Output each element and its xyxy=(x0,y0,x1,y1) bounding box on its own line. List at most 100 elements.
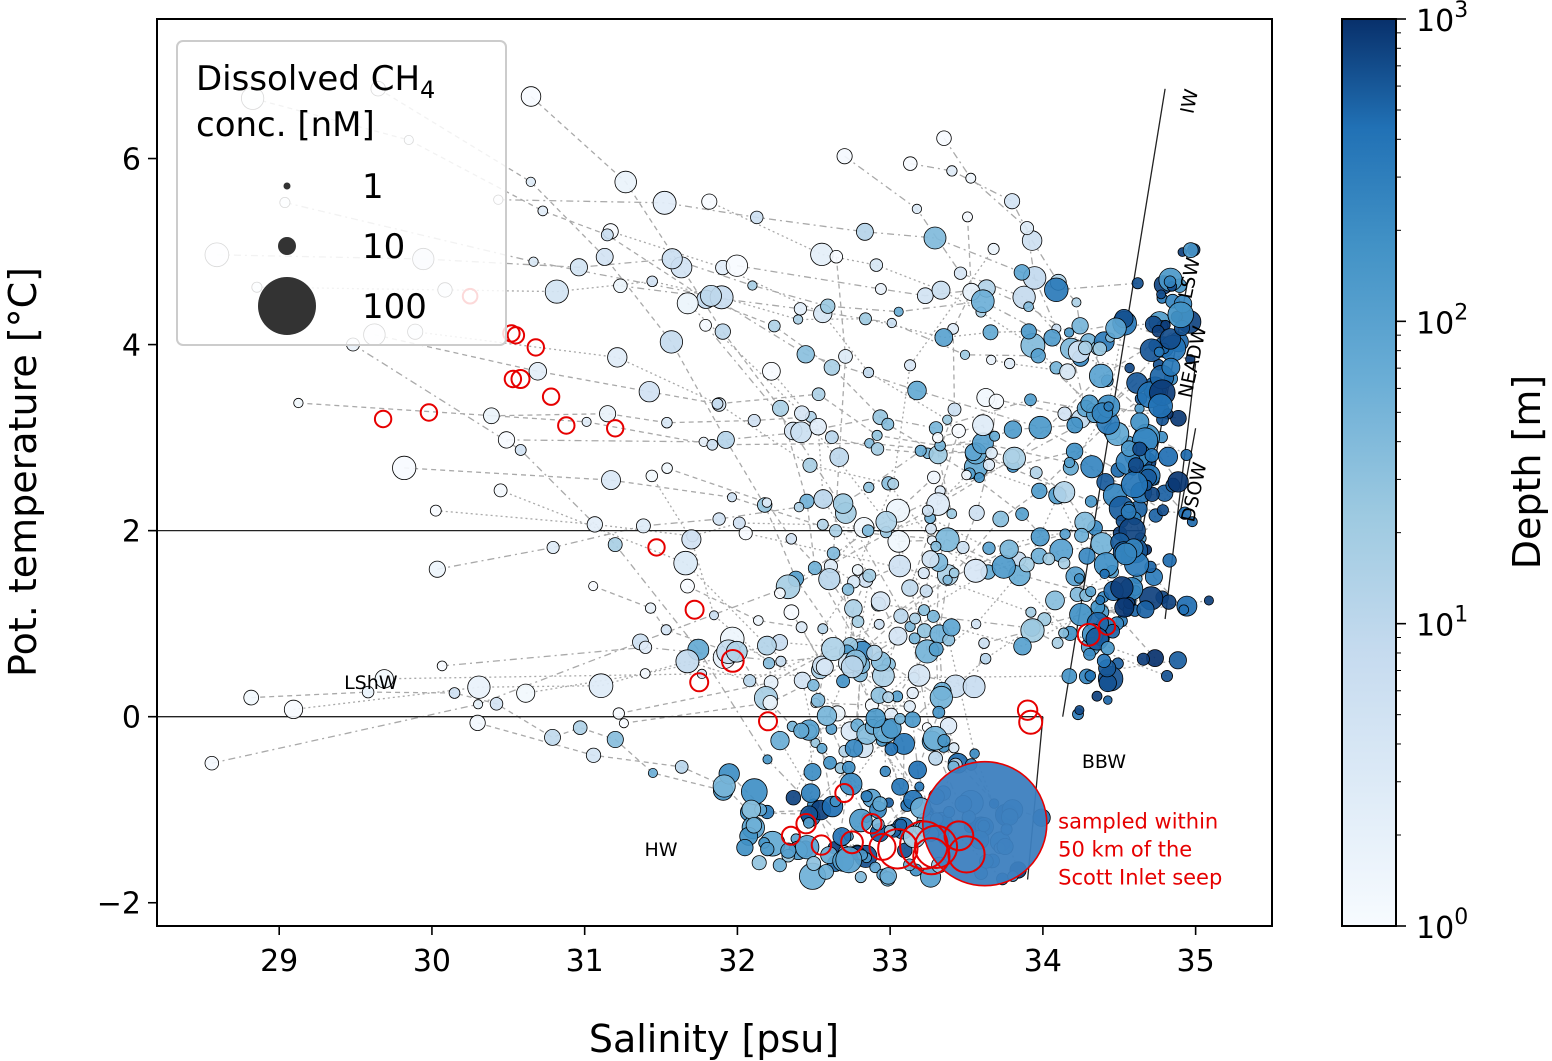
sample-point xyxy=(661,248,683,270)
sample-point xyxy=(1057,556,1071,570)
sample-point xyxy=(1084,670,1097,682)
seep-sample-point xyxy=(795,813,817,835)
sample-point xyxy=(1064,327,1075,338)
sample-point xyxy=(1168,651,1187,670)
sample-point xyxy=(588,581,599,592)
sample-point xyxy=(1020,221,1035,236)
x-axis-label: Salinity [psu] xyxy=(589,1017,839,1061)
sample-point xyxy=(823,359,841,376)
sample-point xyxy=(886,317,897,329)
sample-point xyxy=(1136,652,1150,666)
annotation-line: 50 km of the xyxy=(1058,837,1192,861)
sample-point xyxy=(1091,690,1103,702)
sample-point xyxy=(1128,457,1144,474)
sample-point xyxy=(796,345,815,364)
sample-point xyxy=(1030,348,1046,364)
sample-point xyxy=(1085,586,1097,598)
sample-point xyxy=(467,675,491,699)
sample-point xyxy=(904,359,917,372)
sample-point xyxy=(838,349,853,364)
sample-point xyxy=(738,526,753,541)
sample-point xyxy=(811,387,826,402)
sample-point xyxy=(1030,527,1050,547)
station-profile-line xyxy=(893,401,998,831)
water-mass-boundary-line xyxy=(1179,428,1197,513)
sample-point xyxy=(586,516,603,533)
sample-point xyxy=(842,760,856,775)
sample-point xyxy=(925,522,937,535)
sample-point xyxy=(932,432,944,444)
sample-point xyxy=(929,685,953,710)
sample-point xyxy=(1083,647,1096,661)
sample-point xyxy=(794,405,810,422)
sample-point xyxy=(1015,507,1029,521)
sample-point xyxy=(706,438,719,451)
sample-point xyxy=(745,817,763,834)
sample-point xyxy=(1013,264,1031,281)
sample-point xyxy=(942,618,961,637)
sample-point xyxy=(1161,594,1177,610)
sample-point xyxy=(1028,415,1052,440)
sample-point xyxy=(875,510,898,533)
sample-point xyxy=(436,660,448,672)
sample-point xyxy=(674,760,689,774)
seep-sample-point xyxy=(758,711,778,732)
sample-point xyxy=(428,560,446,578)
sample-point xyxy=(792,314,804,325)
sample-point xyxy=(879,867,897,885)
sample-point xyxy=(956,541,970,555)
sample-point xyxy=(972,414,994,437)
station-profile-line xyxy=(477,722,810,816)
sample-point xyxy=(712,512,726,526)
ch4-size-legend: Dissolved CH4 conc. [nM] 1 10 100 xyxy=(176,40,507,346)
sample-point xyxy=(908,632,921,645)
sample-point xyxy=(872,796,888,812)
sample-point xyxy=(537,205,549,217)
sample-point xyxy=(770,730,790,751)
sample-point xyxy=(614,170,637,194)
sample-point xyxy=(1148,393,1173,419)
seep-sample-point xyxy=(419,403,439,422)
sample-point xyxy=(931,280,951,300)
sample-point xyxy=(909,612,921,625)
sample-point xyxy=(999,539,1019,559)
seep-sample-point xyxy=(1097,617,1117,636)
sample-point xyxy=(884,742,899,756)
sample-point xyxy=(762,695,778,711)
sample-point xyxy=(1024,393,1037,407)
sample-point xyxy=(1059,528,1071,540)
sample-point xyxy=(810,242,834,266)
sample-point xyxy=(1042,552,1056,566)
sample-point xyxy=(283,699,304,720)
sample-point xyxy=(859,312,872,326)
sample-point xyxy=(856,222,874,241)
station-profile-line xyxy=(709,201,1169,457)
sample-point xyxy=(921,504,934,517)
seep-sample-point xyxy=(861,813,883,835)
sample-point xyxy=(948,742,960,754)
sample-point xyxy=(970,289,995,314)
sample-point xyxy=(1023,301,1034,313)
seep-sample-point xyxy=(1018,709,1044,735)
sample-point xyxy=(1162,553,1177,568)
sample-point xyxy=(760,841,775,857)
seep-sample-point xyxy=(541,387,561,406)
sample-point xyxy=(714,323,731,340)
y-tick-label: 4 xyxy=(122,329,141,364)
sample-point xyxy=(581,416,592,427)
sample-point xyxy=(894,712,906,725)
sample-point xyxy=(1073,573,1085,584)
sample-point xyxy=(636,518,651,534)
sample-point xyxy=(1103,695,1113,705)
sample-point xyxy=(1045,590,1065,611)
sample-point xyxy=(974,472,985,484)
sample-point xyxy=(1043,329,1061,347)
sample-point xyxy=(774,587,786,599)
station-profile-line xyxy=(898,539,1163,613)
seep-sample-point xyxy=(780,825,801,846)
sample-point xyxy=(1090,532,1114,556)
station-profile-line xyxy=(808,527,865,818)
sample-point xyxy=(829,447,849,467)
sample-point xyxy=(1103,401,1114,412)
